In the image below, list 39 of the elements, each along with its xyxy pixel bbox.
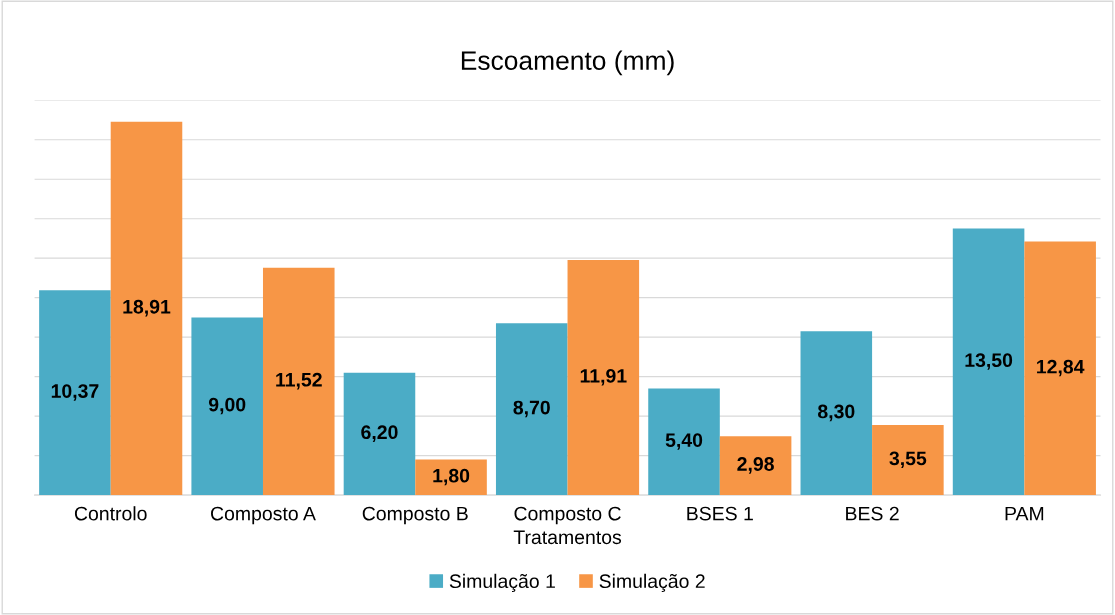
data-label: 11,52 <box>276 372 322 390</box>
data-label: 11,91 <box>580 368 627 386</box>
x-tick-label: PAM <box>1005 506 1044 521</box>
bar <box>952 228 1025 496</box>
data-label: 18,91 <box>123 299 171 317</box>
legend-label: Simulação 1 <box>449 573 555 592</box>
bar <box>110 121 183 496</box>
x-tick-label: Composto A <box>211 506 316 525</box>
data-label: 5,40 <box>665 433 703 450</box>
bar <box>262 267 335 496</box>
x-axis-title: Tratamentos <box>513 530 622 545</box>
bar <box>1024 241 1096 496</box>
data-label: 6,20 <box>361 425 398 442</box>
data-label: 12,84 <box>1037 359 1085 377</box>
x-tick-label: Composto C <box>514 506 621 525</box>
bar <box>567 259 640 496</box>
x-tick-label: BES 2 <box>846 506 899 521</box>
bar <box>872 424 944 496</box>
chart-title: Escoamento (mm) <box>461 50 674 76</box>
bar <box>343 372 416 496</box>
data-label: 10,37 <box>51 384 99 401</box>
x-tick-label: Composto B <box>362 506 468 525</box>
data-label: 8,70 <box>513 400 550 418</box>
bar <box>415 459 487 496</box>
data-label: 9,00 <box>208 397 246 415</box>
legend-label: Simulação 2 <box>599 573 705 592</box>
data-label: 1,80 <box>433 468 470 486</box>
bar <box>719 436 792 496</box>
data-label: 8,30 <box>818 404 855 422</box>
bar <box>39 290 111 496</box>
data-label: 13,50 <box>965 353 1013 370</box>
bar <box>191 317 263 496</box>
bar <box>800 331 873 496</box>
data-label: 2,98 <box>737 457 774 474</box>
x-tick-label: BSES 1 <box>687 506 753 521</box>
bar <box>495 323 568 496</box>
x-tick-label: Controlo <box>74 506 147 521</box>
data-label: 3,55 <box>889 451 927 469</box>
bar <box>648 388 720 496</box>
